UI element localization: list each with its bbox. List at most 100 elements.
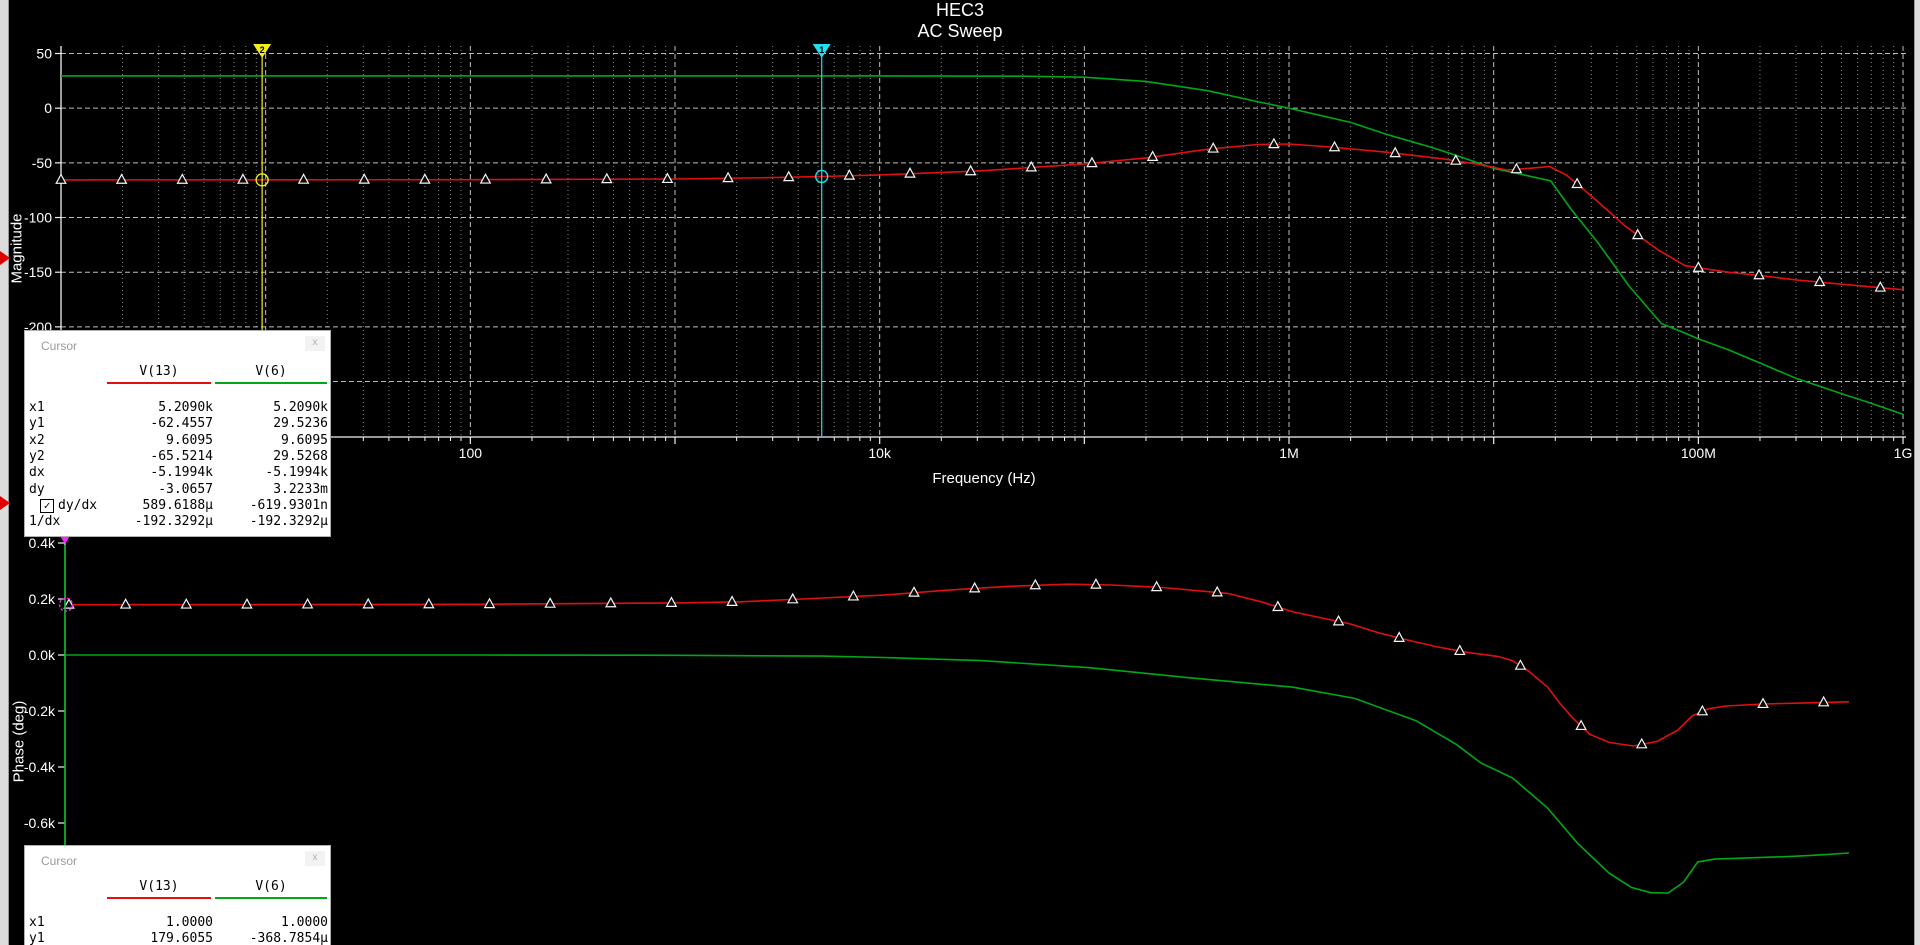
cursor-value-v13: 9.6095 [166,432,213,448]
cursor-value-v6: 5.2090k [273,400,328,415]
trace-point-marker [55,173,67,184]
cursor-window-phase[interactable]: Cursor x V(13) V(6) x1 1.0000 1.0000 y1 179.6055… [24,845,331,945]
cursor1-handle[interactable] [812,44,831,58]
trace-point-marker [180,597,193,609]
cursor-value-v6: -192.3292µ [249,514,328,530]
cursor-value-v6: 3.2233m [273,481,328,497]
trace-point-marker [600,172,613,184]
trace-point-marker [661,172,674,184]
trace-point-marker [237,173,249,184]
freq-tick-label: 1M [1279,445,1298,461]
trace-point-marker [119,598,132,609]
magnitude-cursors[interactable]: 12 [253,44,831,437]
trace-point-marker [1696,704,1709,716]
freq-tick-label: 10k [868,445,892,461]
trace-point-marker [483,597,496,609]
trace-point-marker [544,597,556,608]
close-icon[interactable]: x [305,336,325,351]
phase-cursor-crosshair[interactable] [58,597,74,612]
cursor-window-magnitude[interactable]: Cursor x V(13) V(6) x1 5.2090k 5.2090k y1 -62.45… [24,330,331,537]
cursor-row-label-dx: dx [29,465,45,481]
window-left-edge [0,0,9,945]
phase-traces [63,578,1849,894]
trace-point-marker [1813,275,1826,287]
cursor-row-label-dydx: dy/dx [58,497,98,513]
cursor-row-label-x2: x2 [29,432,45,448]
cursor-value-v13: 1.0000 [166,915,213,930]
trace-point-marker [423,597,435,609]
phase-axis-label: Phase (deg) [10,700,28,783]
column-underline [215,382,327,384]
trace-point-marker [1393,631,1405,642]
trace-point-marker [1874,281,1887,292]
plot-select-arrow[interactable] [0,251,10,265]
cursor-value-v13: 5.2090k [158,400,213,415]
cursor-value-v13: 589.6188µ [142,497,213,513]
cursor-row-select-arrow[interactable] [0,496,10,510]
trace-point-marker [301,597,314,609]
phase-axes: 0.4k 0.2k 0.0k -0.2k -0.4k -0.6k [24,535,66,945]
trace-point-marker [1211,585,1224,597]
magnitude-tick-label: 50 [36,46,52,62]
phase-tick-label: -0.4k [24,759,56,775]
cursor2-handle[interactable] [253,44,272,58]
freq-tick-label: 100M [1681,445,1716,461]
cursor-window-title[interactable]: Cursor [41,339,78,353]
dydx-checkbox[interactable]: ✓ [40,498,54,513]
trace-point-marker [1025,160,1038,172]
cursor-row-label-y2: y2 [29,448,45,464]
trace-point-marker [1150,580,1163,592]
window-right-edge [1914,0,1920,945]
trace-point-marker [1272,600,1284,612]
trace-point-marker [1635,737,1648,749]
cursor-value-v13: -62.4557 [150,416,213,432]
magnitude-tick-label: -150 [24,264,52,280]
trace-point-marker [1090,578,1102,589]
trace-point-marker [908,586,920,597]
phase-tick-label: -0.2k [24,703,56,719]
magnitude-grid-minor [122,46,1895,437]
trace-point-marker [786,592,799,604]
trace-point-marker [297,173,310,184]
trace-point-marker [1510,162,1523,174]
freq-tick-label: 1G [1894,445,1913,461]
trace-v6-magnitude [61,75,1904,416]
frequency-axis-label: Frequency (Hz) [932,470,1035,487]
magnitude-axes: 100 10k 1M 100M 1G Frequency (Hz) 50 0 -50 -100 -1… [24,46,1912,488]
trace-point-marker [1449,154,1462,165]
column-underline [107,897,211,899]
cursor-window-title[interactable]: Cursor [41,854,78,868]
trace-point-marker [540,172,552,184]
trace-point-marker [1207,141,1220,153]
freq-tick-label: 100 [459,445,483,461]
phase-tick-label: 0.2k [29,591,56,607]
trace-point-marker [1389,146,1401,158]
trace-point-marker [665,596,678,607]
cursor-row-label-x1: x1 [29,915,45,930]
cursor-value-v13: -5.1994k [150,465,213,481]
trace-point-marker [1631,228,1644,240]
trace-point-marker [964,164,977,176]
cursor-value-v13: -65.5214 [150,448,213,464]
trace-point-marker [904,167,916,178]
cursor1-crosshair[interactable] [815,169,829,184]
cursor-value-v6: -368.7854µ [249,931,328,945]
cursor2-crosshair[interactable] [255,173,269,187]
trace-v13-phase [64,583,1849,747]
trace-v6-phase [65,654,1849,894]
cursor-value-v6: -5.1994k [265,465,328,481]
phase-tick-label: -0.6k [24,815,56,831]
column-underline [107,382,211,384]
cursor-row-label-x1: x1 [29,400,45,415]
cursor-row-label-y1: y1 [29,416,45,432]
magnitude-tick-label: -50 [32,155,52,171]
close-icon[interactable]: x [305,851,325,866]
cursor-value-v13: -3.0657 [158,481,213,497]
magnitude-axis-label: Magnitude [8,213,26,284]
cursor-row-label-dy: dy [29,481,45,497]
trace-point-marker [479,172,492,184]
trace-point-marker [362,597,375,609]
trace-point-marker [1514,659,1527,670]
trace-point-marker [726,595,738,606]
magnitude-traces [55,75,1904,416]
